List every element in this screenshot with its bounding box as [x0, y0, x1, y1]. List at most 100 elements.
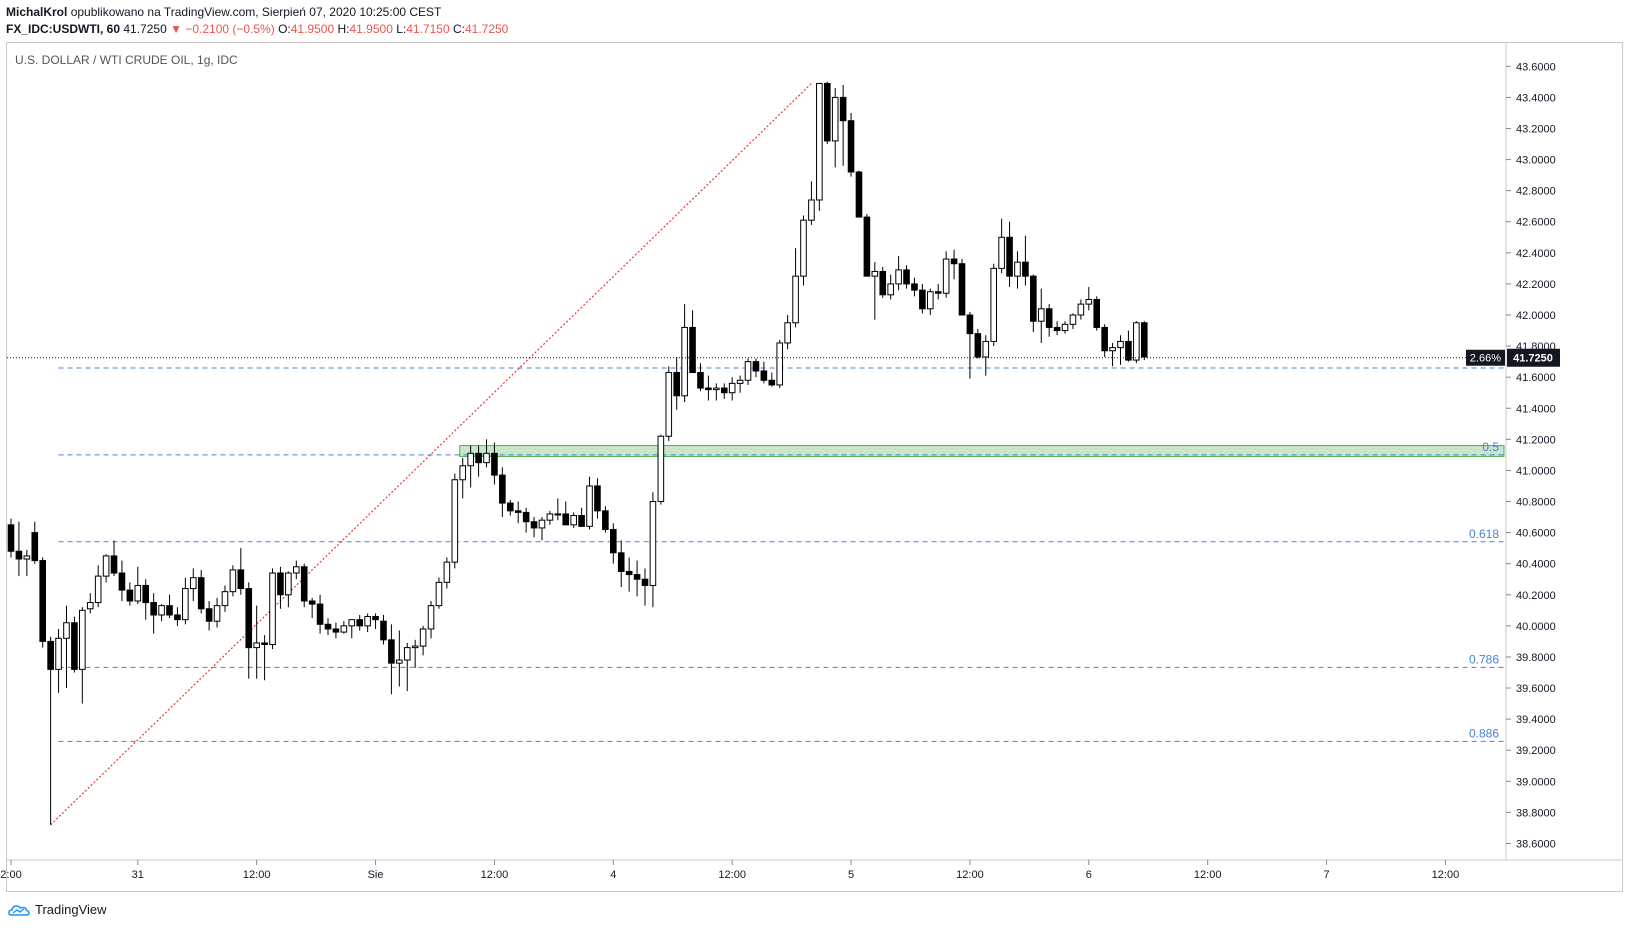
candle-up	[102, 555, 110, 577]
candle-up	[665, 372, 673, 437]
ohlc-header: FX_IDC:USDWTI, 60 41.7250 ▼ −0.2100 (−0.…	[6, 22, 508, 36]
y-tick-label: 39.0000	[1516, 776, 1556, 788]
candle-down	[324, 623, 332, 630]
candle-down	[950, 258, 958, 265]
candle-down	[47, 640, 54, 670]
candle-up	[586, 485, 593, 527]
candle-up	[736, 379, 744, 384]
candle-up	[982, 340, 990, 358]
candle-down	[300, 566, 308, 602]
candle-down	[126, 589, 134, 602]
publish-info: MichalKrol opublikowano na TradingView.c…	[6, 5, 441, 19]
candle-down	[39, 560, 47, 642]
candle-down	[839, 96, 847, 122]
candle-down	[768, 379, 776, 386]
y-tick-label: 43.0000	[1516, 155, 1556, 167]
candle-down	[641, 578, 649, 586]
candle-up	[792, 275, 799, 324]
candle-up	[808, 199, 815, 221]
candle-down	[673, 372, 681, 397]
candle-down	[506, 502, 514, 512]
candle-down	[1045, 308, 1053, 328]
candle-down	[372, 616, 379, 621]
candle-down	[110, 555, 118, 574]
candle-down	[1022, 261, 1029, 277]
candle-down	[388, 639, 395, 664]
low-value: 41.7150	[406, 22, 450, 36]
author-name[interactable]: MichalKrol	[6, 5, 68, 19]
candle-down	[491, 452, 498, 476]
candle-down	[308, 600, 316, 605]
candle-up	[1014, 261, 1021, 277]
candle-down	[911, 283, 918, 291]
candle-up	[871, 270, 879, 277]
x-tick-label: 2:00	[0, 869, 21, 881]
candle-down	[966, 314, 974, 335]
high-value: 41.9500	[349, 22, 393, 36]
candle-down	[1125, 340, 1132, 361]
candle-up	[570, 515, 577, 526]
candle-up	[728, 382, 736, 394]
candle-down	[499, 474, 506, 504]
candle-up	[998, 236, 1005, 269]
candle-up	[213, 605, 221, 622]
candle-down	[530, 521, 538, 529]
candle-down	[705, 387, 712, 391]
candle-down	[855, 171, 863, 218]
trend-line	[50, 82, 812, 826]
candle-down	[697, 372, 704, 389]
low-label: L:	[396, 22, 407, 36]
candle-down	[1140, 322, 1148, 358]
y-tick-label: 42.0000	[1516, 310, 1556, 322]
change-arrow-icon: ▼	[170, 22, 182, 36]
candle-down	[602, 510, 609, 530]
fib-level-label: 0.5	[1482, 440, 1499, 454]
percent-badge: 2.66%	[1470, 353, 1501, 365]
candle-down	[277, 572, 284, 596]
symbol-label: FX_IDC:USDWTI, 60	[6, 22, 121, 36]
candle-up	[1069, 314, 1077, 325]
candle-down	[522, 511, 530, 523]
candle-down	[31, 532, 39, 562]
candle-down	[863, 216, 871, 277]
candle-up	[411, 645, 419, 649]
candle-up	[459, 465, 467, 481]
y-tick-label: 40.2000	[1516, 590, 1556, 602]
candle-down	[1006, 236, 1013, 277]
candle-up	[927, 291, 934, 310]
x-tick-label: 12:00	[243, 869, 271, 881]
y-tick-label: 38.8000	[1516, 807, 1556, 819]
y-tick-label: 42.6000	[1516, 217, 1556, 229]
y-tick-label: 42.4000	[1516, 248, 1556, 260]
last-price: 41.7250	[123, 22, 167, 36]
candle-down	[514, 510, 522, 513]
candle-down	[150, 602, 157, 616]
candle-down	[1101, 326, 1108, 352]
footer-brand[interactable]: TradingView	[8, 902, 107, 917]
candle-down	[720, 387, 728, 394]
candle-up	[403, 647, 411, 661]
candle-up	[79, 609, 86, 670]
candle-up	[443, 561, 451, 583]
fib-level-label: 0.786	[1469, 652, 1499, 666]
candle-up	[63, 622, 70, 639]
candle-up	[546, 513, 554, 521]
candle-up	[158, 605, 165, 616]
candle-down	[903, 269, 910, 285]
candle-up	[887, 283, 894, 296]
candle-up	[427, 605, 435, 630]
candle-up	[348, 619, 356, 627]
y-tick-label: 41.2000	[1516, 434, 1556, 446]
candle-up	[396, 659, 403, 664]
current-price-badge: 41.7250	[1513, 353, 1553, 365]
candle-up	[221, 591, 229, 607]
y-tick-label: 40.8000	[1516, 497, 1556, 509]
candle-down	[142, 584, 150, 604]
candle-down	[118, 572, 126, 591]
y-tick-label: 42.8000	[1516, 186, 1556, 198]
candle-down	[578, 515, 585, 527]
candle-up	[1037, 308, 1045, 322]
candle-up	[182, 588, 189, 621]
x-tick-label: 6	[1086, 869, 1092, 881]
